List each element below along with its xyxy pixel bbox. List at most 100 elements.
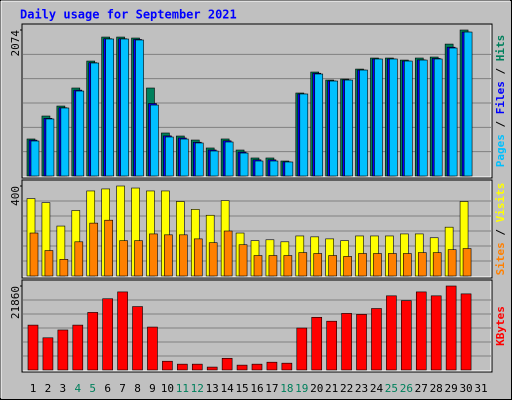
bar	[135, 39, 144, 177]
bar	[388, 253, 397, 277]
bar	[463, 31, 473, 177]
bar	[104, 219, 113, 277]
x-tick-label: 4	[74, 382, 81, 395]
legend-separator: /	[494, 222, 507, 242]
bar	[164, 234, 173, 277]
legend-separator: /	[494, 114, 507, 134]
x-tick-label: 2	[45, 382, 52, 395]
bar	[27, 324, 39, 371]
bar	[356, 314, 367, 371]
bar	[60, 107, 70, 177]
legend-separator: /	[494, 61, 507, 81]
bar	[87, 312, 99, 371]
bar	[89, 222, 99, 277]
bar	[284, 161, 294, 177]
x-tick-label: 28	[430, 382, 443, 395]
bar	[281, 362, 293, 371]
bar	[329, 80, 338, 177]
bar	[371, 308, 382, 371]
bar	[150, 104, 159, 177]
y-tick-label: 21860	[9, 286, 22, 319]
bar	[42, 337, 54, 371]
bar	[298, 252, 308, 277]
legend-entry: Pages	[494, 134, 507, 167]
bar	[221, 357, 233, 371]
bar	[374, 58, 383, 177]
x-tick-label: 29	[445, 382, 458, 395]
bar	[117, 291, 128, 371]
bar	[328, 255, 337, 277]
bar	[132, 306, 143, 371]
bar	[373, 253, 382, 277]
plot-area	[21, 23, 493, 179]
x-tick-label: 21	[325, 382, 338, 395]
bar	[59, 259, 69, 277]
x-tick-label: 31	[474, 382, 487, 395]
bar	[149, 233, 158, 277]
x-tick-label: 11	[176, 382, 189, 395]
bar	[177, 363, 188, 371]
bar	[253, 255, 263, 277]
bar	[296, 327, 308, 371]
bar	[72, 324, 84, 371]
bar	[223, 230, 233, 277]
bar	[254, 160, 264, 177]
bar	[417, 252, 427, 277]
bar	[344, 79, 353, 177]
x-tick-label: 5	[89, 382, 96, 395]
x-tick-label: 26	[400, 382, 413, 395]
x-tick-label: 13	[206, 382, 219, 395]
legend-entry: KBytes	[494, 306, 507, 346]
legend-entry: Sites	[494, 242, 507, 275]
bar	[341, 313, 352, 371]
bar	[283, 255, 293, 277]
bar	[120, 38, 129, 177]
x-tick-label: 22	[340, 382, 353, 395]
bar	[179, 234, 188, 277]
x-tick-label: 16	[250, 382, 263, 395]
x-tick-label: 30	[459, 382, 472, 395]
legend-entry: Files	[494, 81, 507, 114]
bar	[433, 58, 443, 177]
bar	[358, 253, 367, 277]
bar	[418, 59, 428, 177]
x-tick-label: 24	[370, 382, 384, 395]
x-tick-label: 6	[104, 382, 111, 395]
y-tick-label: 400	[9, 186, 22, 206]
bar	[30, 140, 40, 177]
bar	[251, 363, 263, 371]
bar	[193, 238, 203, 277]
bar	[147, 326, 158, 371]
x-tick-label: 14	[221, 382, 235, 395]
x-tick-label: 17	[265, 382, 278, 395]
bar	[191, 363, 203, 371]
bar	[74, 241, 84, 277]
x-tick-label: 18	[280, 382, 293, 395]
bar	[236, 364, 248, 371]
bar	[269, 160, 279, 177]
legend-entry: Hits	[494, 35, 507, 62]
x-tick-label: 19	[295, 382, 308, 395]
bar	[460, 293, 472, 371]
x-tick-label: 9	[149, 382, 156, 395]
x-tick-label: 7	[119, 382, 126, 395]
legend: Pages / Files / Hits	[494, 35, 507, 168]
bar	[359, 69, 368, 177]
bar	[105, 38, 114, 177]
bar	[445, 285, 457, 371]
bar	[206, 366, 218, 371]
bar	[102, 298, 113, 371]
plot-area	[21, 279, 493, 373]
x-tick-label: 10	[161, 382, 174, 395]
chart-title: Daily usage for September 2021	[20, 8, 237, 22]
bar	[403, 253, 412, 277]
bar	[268, 255, 278, 277]
bar	[299, 93, 309, 177]
bar	[238, 244, 248, 277]
bar	[448, 47, 458, 177]
bar	[389, 58, 398, 177]
x-tick-label: 23	[355, 382, 368, 395]
bar	[462, 248, 472, 277]
